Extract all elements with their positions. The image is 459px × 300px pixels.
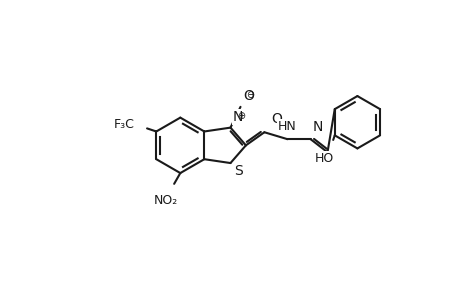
Text: O: O [242, 89, 253, 103]
Text: ⊕: ⊕ [237, 111, 245, 121]
Text: S: S [234, 164, 242, 178]
Text: HN: HN [278, 120, 296, 133]
Text: N: N [232, 110, 243, 124]
Text: O: O [271, 112, 281, 126]
Text: HO: HO [313, 152, 333, 165]
Text: NO₂: NO₂ [153, 194, 178, 207]
Text: ⊖: ⊖ [245, 89, 253, 100]
Text: N: N [312, 120, 323, 134]
Text: F₃C: F₃C [114, 118, 134, 131]
